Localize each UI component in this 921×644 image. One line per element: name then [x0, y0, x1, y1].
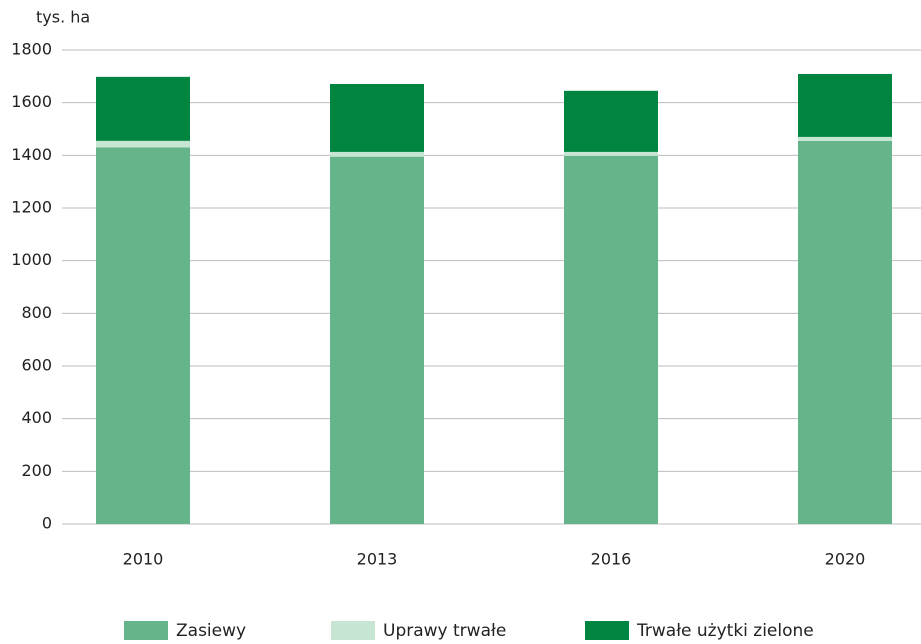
y-tick-label: 400: [21, 408, 52, 427]
y-tick-label: 1400: [11, 145, 52, 164]
x-tick-label: 2013: [357, 550, 398, 569]
bar-segment: [798, 140, 892, 524]
legend-swatch: [585, 621, 629, 640]
legend-swatch: [331, 621, 375, 640]
y-tick-label: 800: [21, 303, 52, 322]
bar-segment: [96, 147, 190, 524]
x-tick-label: 2010: [123, 550, 164, 569]
bar-segment: [330, 151, 424, 157]
bar-segment: [564, 90, 658, 152]
bar-segment: [96, 140, 190, 148]
legend-label: Uprawy trwałe: [383, 621, 506, 640]
bar-segment: [564, 151, 658, 156]
y-axis-label: tys. ha: [36, 8, 90, 27]
y-tick-label: 200: [21, 461, 52, 480]
y-tick-label: 1800: [11, 40, 52, 59]
x-tick-label: 2020: [825, 550, 866, 569]
bar-segment: [96, 76, 190, 141]
x-tick-label: 2016: [591, 550, 632, 569]
y-tick-label: 1000: [11, 250, 52, 269]
legend-label: Zasiewy: [176, 621, 246, 640]
y-tick-label: 0: [42, 514, 52, 533]
bar-segment: [564, 155, 658, 525]
bar-segment: [330, 83, 424, 152]
y-tick-label: 1600: [11, 92, 52, 111]
bar-segment: [330, 156, 424, 524]
y-tick-label: 600: [21, 356, 52, 375]
legend-swatch: [124, 621, 168, 640]
bar-segment: [798, 136, 892, 141]
bar-segment: [798, 73, 892, 137]
legend-label: Trwałe użytki zielone: [636, 621, 814, 640]
y-tick-label: 1200: [11, 198, 52, 217]
